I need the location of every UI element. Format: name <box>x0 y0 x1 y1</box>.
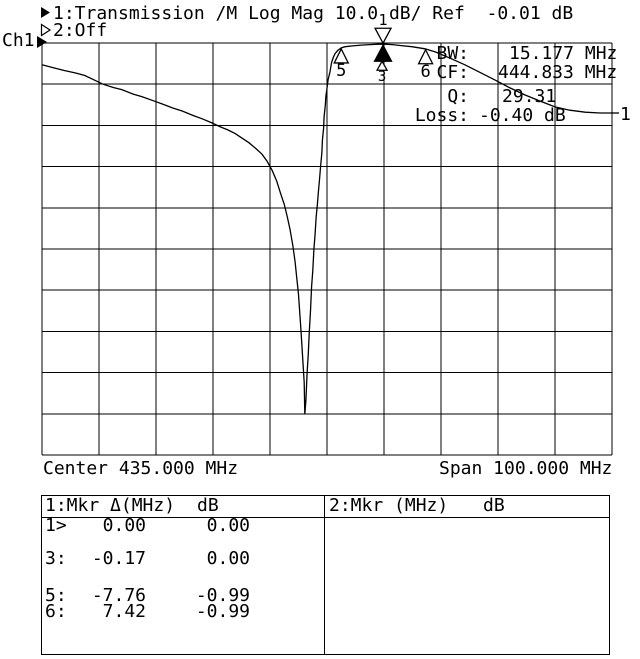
marker-6-number: 6 <box>420 62 430 82</box>
marker-3-number: 3 <box>378 69 386 85</box>
marker-row-label: 5: <box>45 585 67 606</box>
marker-1-symbol-active <box>373 43 393 62</box>
trace2-annotation: 2:Off <box>53 20 108 41</box>
channel-active-triangle-icon <box>37 36 47 48</box>
trace1-annotation: 1:Transmission /M Log Mag 10.0 dB/ Ref -… <box>53 3 574 24</box>
marker-6-symbol <box>417 48 434 65</box>
bw-label: BW: <box>436 43 469 64</box>
marker-layer: 1 3 5 6 <box>333 11 434 85</box>
marker-table-left-unit: dB <box>197 495 219 516</box>
center-frequency-label: Center 435.000 MHz <box>43 458 239 479</box>
marker-table-left-header: 1:Mkr Δ(MHz) <box>45 495 176 516</box>
marker-row-label: 1> <box>45 515 67 536</box>
marker-5-number: 5 <box>336 61 346 81</box>
marker-row-freq: -7.76 <box>91 585 146 606</box>
q-label: Q: <box>447 86 469 107</box>
marker-row-label: 3: <box>45 548 67 569</box>
trace-ch1 <box>41 43 612 415</box>
trace1-active-triangle-icon <box>41 7 50 18</box>
trace2-inactive-triangle-icon <box>40 23 52 37</box>
cf-label: CF: <box>436 62 469 83</box>
q-value: 29.31 <box>502 86 557 107</box>
marker-row-db: 0.00 <box>206 515 250 536</box>
marker-row-freq: -0.17 <box>91 548 146 569</box>
trace-layer <box>41 43 612 415</box>
marker-1-number: 1 <box>379 11 388 29</box>
marker-row-freq: 7.42 <box>102 601 146 622</box>
trace-end-number: 1 <box>620 104 631 125</box>
loss-value: -0.40 dB <box>479 105 566 126</box>
marker-table-header-divider <box>42 517 609 518</box>
span-label: Span 100.000 MHz <box>439 458 613 479</box>
channel-label: Ch1 <box>2 30 35 51</box>
cf-value: 444.833 MHz <box>498 62 618 83</box>
marker-row-db: -0.99 <box>195 601 250 622</box>
loss-label: Loss: <box>414 105 469 126</box>
marker-table-right-header: 2:Mkr (MHz) <box>329 495 449 516</box>
marker-row-freq: 0.00 <box>102 515 146 536</box>
marker-row-db: -0.99 <box>195 585 250 606</box>
active-marker-indicator-icon <box>373 27 393 45</box>
marker-5-symbol <box>333 47 350 64</box>
marker-row-label: 6: <box>45 601 67 622</box>
marker-table-right-unit: dB <box>483 495 505 516</box>
marker-table: 1:Mkr Δ(MHz) dB 2:Mkr (MHz) dB 1> 0.00 0… <box>41 495 610 655</box>
marker-3-symbol <box>375 59 389 71</box>
marker-table-panel-divider <box>324 496 325 654</box>
marker-row-db: 0.00 <box>206 548 250 569</box>
bw-value: 15.177 MHz <box>509 43 618 64</box>
